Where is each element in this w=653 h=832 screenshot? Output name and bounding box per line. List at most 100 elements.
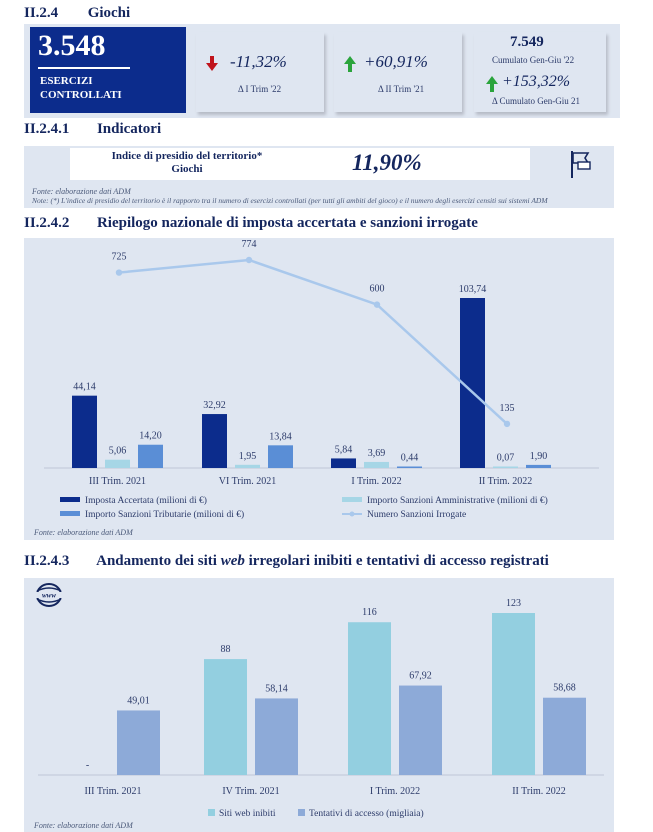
chart1-category-label: II Trim. 2022 — [479, 476, 533, 487]
indicator-label: Indice di presidio del territorio* Gioch… — [82, 150, 292, 176]
indicator-label-line2: Giochi — [171, 163, 203, 175]
chart1-source: Fonte: elaborazione dati ADM — [34, 528, 133, 537]
chart2-bar — [399, 685, 442, 775]
chart1-bar — [72, 395, 97, 468]
chart2-bar — [348, 622, 391, 775]
chart2-legend-label: Siti web inibiti — [219, 809, 276, 819]
section-label: Riepilogo nazionale di imposta accertata… — [96, 215, 478, 231]
chart1-bar-label: 5,06 — [109, 446, 127, 457]
chart1-legend-swatch — [342, 497, 362, 502]
flag-icon — [571, 151, 591, 178]
section-label-pre: Andamento dei siti — [96, 553, 221, 569]
chart1-line-point — [503, 420, 511, 428]
chart2-bar-label: 58,68 — [553, 683, 576, 694]
chart1-bar — [364, 461, 389, 468]
www-globe-icon: www — [35, 583, 63, 607]
kpi-main-value: 3.548 — [38, 29, 106, 62]
chart2-category-label: I Trim. 2022 — [370, 786, 420, 797]
chart1-line-label: 725 — [112, 252, 127, 263]
section-title-andamento: II.2.4.3 Andamento dei siti web irregola… — [24, 553, 549, 570]
chart2-bar-label: 88 — [221, 644, 231, 655]
chart2-bar — [492, 613, 535, 775]
svg-text:www: www — [42, 592, 56, 600]
chart2-legend-swatch — [298, 809, 305, 816]
arrow-down-icon — [206, 56, 218, 71]
arrow-up-icon — [486, 76, 498, 92]
chart2-category-label: IV Trim. 2021 — [222, 786, 279, 797]
chart1-bar-label: 14,20 — [139, 431, 162, 442]
kpi-main-label-line2: CONTROLLATI — [40, 89, 122, 101]
kpi-top-sub: Cumulato Gen-Giu '22 — [492, 55, 575, 65]
indicator-note: Note: (*) L'indice di presidio del terri… — [32, 196, 548, 205]
chart1-line-label: 774 — [242, 239, 257, 250]
kpi-main-label-line1: ESERCIZI — [40, 75, 93, 87]
indicator-source: Fonte: elaborazione dati ADM — [32, 187, 131, 196]
chart1-legend-marker — [349, 511, 355, 517]
section-number: II.2.4 — [24, 5, 59, 21]
chart1-category-label: VI Trim. 2021 — [219, 476, 277, 487]
chart1-bar — [105, 459, 130, 468]
chart1-bar-label: 13,84 — [269, 431, 292, 442]
chart2-bar-label: 49,01 — [127, 695, 150, 706]
chart1-line-point — [373, 301, 381, 308]
chart2-bar-label: - — [86, 760, 89, 771]
kpi-main-label: ESERCIZI CONTROLLATI — [40, 74, 180, 102]
section-title-riepilogo: II.2.4.2 Riepilogo nazionale di imposta … — [24, 215, 478, 232]
chart1-bar — [138, 444, 163, 468]
section-number: II.2.4.2 — [24, 215, 70, 231]
section-label: Indicatori — [96, 121, 162, 137]
kpi-value: +153,32% — [502, 73, 571, 90]
chart2-bar-label: 58,14 — [265, 683, 288, 694]
section-label-em: web — [220, 553, 245, 569]
chart1-bar-label: 0,44 — [401, 453, 419, 464]
chart1-legend-label: Imposta Accertata (milioni di €) — [85, 495, 207, 506]
chart1-bar-label: 3,69 — [368, 448, 386, 459]
kpi-main-box: 3.548 ESERCIZI CONTROLLATI — [30, 27, 186, 113]
kpi-box-i-trim: -11,32% Δ I Trim '22 — [196, 32, 324, 112]
chart2-bar — [204, 659, 247, 775]
section-label-post: irregolari inibiti e tentativi di access… — [244, 553, 549, 569]
chart2-bar — [117, 710, 160, 775]
chart1-svg: 44,14 5,06 14,20 III Trim. 2021 32,92 1,95 13,… — [44, 239, 599, 520]
indicator-value: 11,90% — [352, 150, 422, 175]
chart2-category-label: III Trim. 2021 — [85, 786, 142, 797]
chart1-bar — [202, 414, 227, 468]
chart1-line-point — [115, 269, 123, 276]
indicator-label-line1: Indice di presidio del territorio* — [111, 150, 263, 162]
chart1-category-label: III Trim. 2021 — [89, 476, 146, 487]
kpi-sub: Δ Cumulato Gen-Giu 21 — [492, 96, 581, 106]
chart1-line-label: 135 — [500, 403, 515, 414]
section-label: Giochi — [87, 5, 131, 21]
chart1-legend-swatch — [60, 511, 80, 516]
chart2-legend-label: Tentativi di accesso (migliaia) — [309, 808, 424, 819]
chart1-panel — [24, 238, 614, 540]
section-title-indicatori: II.2.4.1 Indicatori — [24, 121, 161, 138]
chart1-bar — [397, 466, 422, 468]
chart1-bar-label: 44,14 — [73, 382, 96, 393]
chart2-bar-label: 67,92 — [409, 671, 432, 682]
chart1-bar — [526, 464, 551, 468]
chart2-category-label: II Trim. 2022 — [512, 786, 566, 797]
chart2-source: Fonte: elaborazione dati ADM — [34, 821, 133, 830]
chart1-bar-label: 5,84 — [335, 444, 353, 455]
chart2-bar — [543, 697, 586, 775]
chart1-bar-label: 0,07 — [497, 453, 515, 464]
chart1-bar-label: 1,95 — [239, 451, 257, 462]
chart1-category-label: I Trim. 2022 — [351, 476, 401, 487]
indicator-box — [70, 148, 530, 180]
kpi-sub: Δ II Trim '21 — [378, 84, 425, 94]
chart1-legend-label: Importo Sanzioni Tributarie (milioni di … — [85, 509, 244, 520]
chart1-bar — [493, 466, 518, 468]
chart2-svg: - 49,01 III Trim. 2021 88 58,14 IV Trim. 2021… — [38, 598, 604, 819]
chart1-line — [118, 258, 508, 425]
chart1-bar — [331, 458, 356, 468]
kpi-box-cumulato: 7.549 Cumulato Gen-Giu '22 +153,32% Δ Cu… — [474, 32, 606, 112]
section-title-giochi: II.2.4 Giochi — [24, 5, 130, 22]
kpi-value: -11,32% — [230, 52, 287, 71]
chart1-line-point — [245, 256, 253, 264]
chart2-legend-swatch — [208, 809, 215, 816]
section-number: II.2.4.1 — [24, 121, 70, 137]
chart2-bar — [255, 698, 298, 775]
kpi-box-ii-trim: +60,91% Δ II Trim '21 — [334, 32, 462, 112]
chart1-bar — [268, 445, 293, 468]
